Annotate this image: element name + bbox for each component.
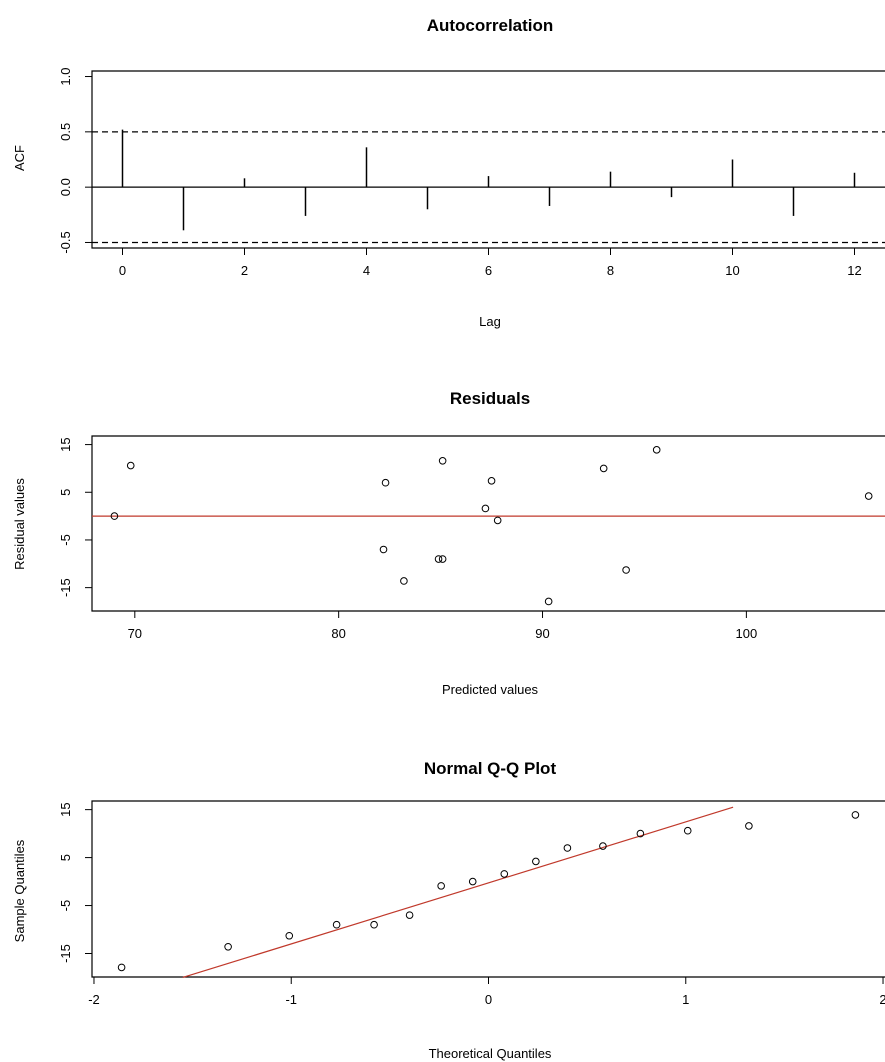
y-tick-label: 15 — [58, 802, 73, 816]
data-point — [864, 492, 873, 500]
data-point — [438, 456, 447, 465]
qq-plot-area: -2 -1 0 1 2 -15 -5 5 15 — [58, 800, 885, 1007]
y-tick-label: 0.0 — [58, 178, 73, 196]
data-point — [683, 826, 692, 835]
acf-plot-area: 0 2 4 6 8 10 12 -0.5 0.0 0.5 1.0 — [58, 67, 885, 278]
acf-xlabel: Lag — [479, 314, 501, 329]
data-point — [599, 842, 607, 850]
x-tick-label: 6 — [485, 263, 492, 278]
x-tick-label: 2 — [241, 263, 248, 278]
residuals-plot-area: 70 80 90 100 -15 -5 5 15 — [58, 435, 885, 641]
y-tick-label: -15 — [58, 944, 73, 963]
acf-ylabel: ACF — [12, 145, 27, 171]
y-tick-label: 1.0 — [58, 67, 73, 85]
data-point — [652, 446, 661, 454]
residuals-ylabel: Residual values — [12, 478, 27, 570]
x-tick-label: 70 — [128, 626, 142, 641]
plot-frame — [91, 800, 885, 978]
acf-title: Autocorrelation — [427, 16, 554, 35]
data-point — [544, 597, 553, 606]
y-tick-label: 15 — [58, 437, 73, 451]
data-point — [622, 566, 630, 574]
plot-frame — [91, 435, 885, 612]
residuals-xlabel: Predicted values — [442, 682, 539, 697]
data-point — [636, 829, 645, 838]
data-point — [563, 844, 572, 852]
residuals-title: Residuals — [450, 389, 530, 408]
data-point — [379, 545, 388, 554]
data-point — [285, 931, 294, 940]
x-tick-label: -2 — [88, 992, 100, 1007]
y-tick-label: 0.5 — [58, 123, 73, 141]
plot-frame — [91, 70, 885, 249]
data-point — [438, 555, 447, 563]
x-tick-label: 10 — [725, 263, 739, 278]
x-tick-label: 100 — [736, 626, 758, 641]
data-point — [493, 516, 502, 525]
data-point — [599, 464, 608, 473]
x-tick-label: 4 — [363, 263, 370, 278]
data-point — [851, 811, 860, 819]
qq-reference-line — [182, 806, 734, 979]
qq-panel: Normal Q-Q Plot Theoretical Quantiles Sa… — [12, 759, 885, 1061]
y-tick-label: -5 — [58, 534, 73, 546]
y-tick-label: 5 — [58, 489, 73, 496]
data-point — [500, 870, 509, 878]
data-point — [405, 911, 414, 919]
data-point — [481, 504, 490, 513]
x-tick-label: 0 — [119, 263, 126, 278]
x-tick-label: 90 — [535, 626, 549, 641]
x-tick-label: 0 — [485, 992, 492, 1007]
data-point — [437, 882, 445, 890]
x-tick-label: -1 — [285, 992, 297, 1007]
data-point — [110, 512, 119, 520]
residuals-panel: Residuals Predicted values Residual valu… — [12, 389, 885, 697]
data-point — [400, 577, 408, 585]
acf-panel: Autocorrelation Lag ACF 0 2 4 6 8 10 12 -0.5 0.0… — [12, 16, 885, 329]
x-tick-label: 2 — [879, 992, 885, 1007]
data-point — [487, 477, 496, 485]
x-tick-label: 12 — [847, 263, 861, 278]
x-tick-label: 1 — [682, 992, 689, 1007]
y-tick-label: -0.5 — [58, 231, 73, 253]
y-tick-label: -5 — [58, 900, 73, 912]
data-point — [434, 555, 443, 563]
data-point — [745, 822, 753, 830]
data-point — [381, 478, 390, 487]
data-point — [126, 461, 135, 470]
x-tick-label: 8 — [607, 263, 614, 278]
data-point — [332, 920, 341, 929]
y-tick-label: -15 — [58, 578, 73, 597]
qq-ylabel: Sample Quantiles — [12, 839, 27, 942]
data-point — [370, 920, 378, 929]
qq-title: Normal Q-Q Plot — [424, 759, 557, 778]
data-point — [117, 963, 126, 972]
x-tick-label: 80 — [331, 626, 345, 641]
data-point — [224, 942, 232, 951]
qq-xlabel: Theoretical Quantiles — [429, 1046, 552, 1061]
data-point — [468, 877, 477, 886]
data-point — [532, 857, 540, 866]
y-tick-label: 5 — [58, 854, 73, 861]
